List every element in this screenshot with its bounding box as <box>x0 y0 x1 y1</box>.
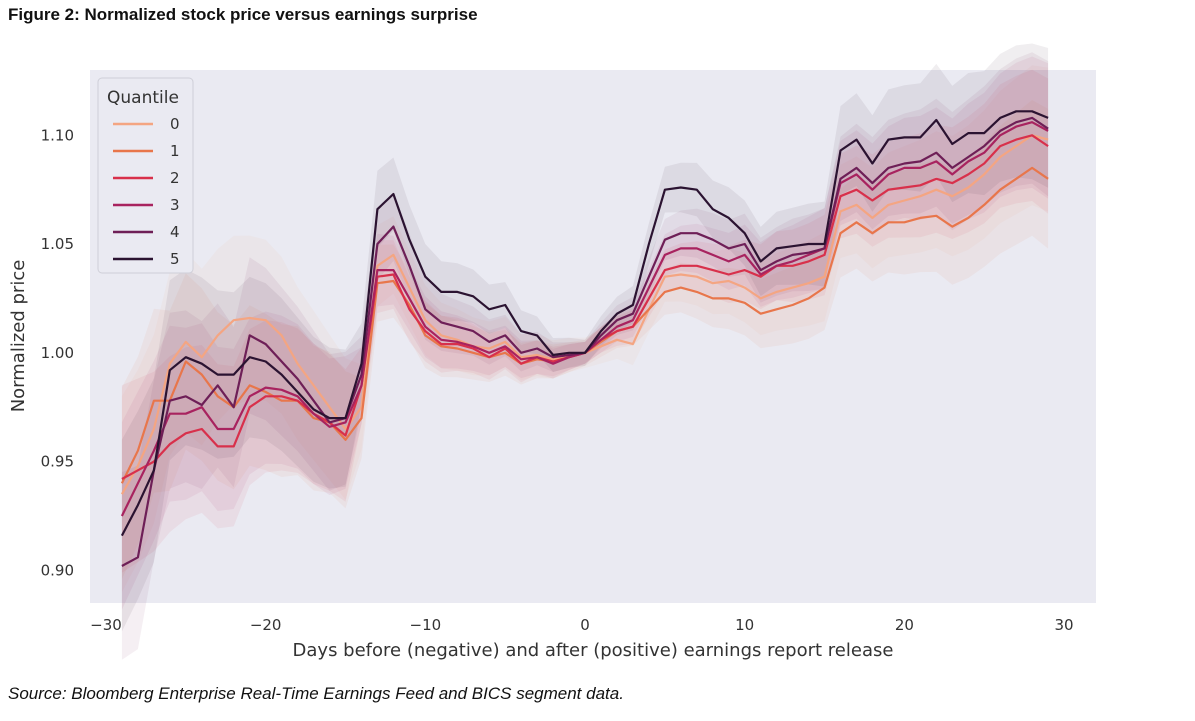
line-quantile-5 <box>120 110 1049 537</box>
y-tick-label: 1.10 <box>41 126 74 144</box>
legend-box <box>97 77 194 274</box>
x-tick-label: 0 <box>580 616 590 634</box>
y-tick-label: 0.95 <box>41 453 74 471</box>
legend-label: 2 <box>170 169 180 187</box>
x-tick-label: 30 <box>1055 616 1074 634</box>
band-quantile-4 <box>121 52 1049 660</box>
y-tick-label: 1.05 <box>41 235 74 253</box>
legend-item-0: 0 <box>113 115 180 133</box>
figure-title: Figure 2: Normalized stock price versus … <box>8 5 478 24</box>
x-axis-ticks: −30 −20 −10 0 10 20 30 <box>90 616 1073 634</box>
band-quantile-2 <box>121 69 1049 573</box>
x-tick-label: −30 <box>90 616 122 634</box>
series-lines <box>120 110 1049 567</box>
legend-item-5: 5 <box>113 250 180 268</box>
x-tick-label: 20 <box>895 616 914 634</box>
legend-item-2: 2 <box>113 169 180 187</box>
y-axis-label: Normalized price <box>8 260 29 413</box>
plot-area <box>90 70 1096 603</box>
legend-label: 5 <box>170 250 180 268</box>
y-tick-label: 0.90 <box>41 561 74 579</box>
x-tick-label: −20 <box>250 616 282 634</box>
y-axis-ticks: 0.90 0.95 1.00 1.05 1.10 <box>41 126 74 579</box>
source-note: Source: Bloomberg Enterprise Real-Time E… <box>8 684 624 703</box>
x-tick-label: 10 <box>735 616 754 634</box>
legend-label: 4 <box>170 223 180 241</box>
band-quantile-0 <box>121 65 1049 593</box>
legend-items: 0 1 2 3 4 5 <box>113 115 180 268</box>
legend-item-4: 4 <box>113 223 180 241</box>
band-quantile-5 <box>121 43 1049 632</box>
y-tick-label: 1.00 <box>41 344 74 362</box>
confidence-bands <box>121 43 1049 660</box>
legend-label: 0 <box>170 115 180 133</box>
legend: Quantile 0 1 2 3 4 5 <box>97 77 194 274</box>
legend-title: Quantile <box>107 88 179 108</box>
band-quantile-1 <box>121 100 1049 580</box>
legend-item-3: 3 <box>113 196 180 214</box>
x-tick-label: −10 <box>410 616 442 634</box>
legend-label: 3 <box>170 196 180 214</box>
x-axis-label: Days before (negative) and after (positi… <box>293 640 894 661</box>
legend-item-1: 1 <box>113 142 180 160</box>
legend-label: 1 <box>170 142 180 160</box>
